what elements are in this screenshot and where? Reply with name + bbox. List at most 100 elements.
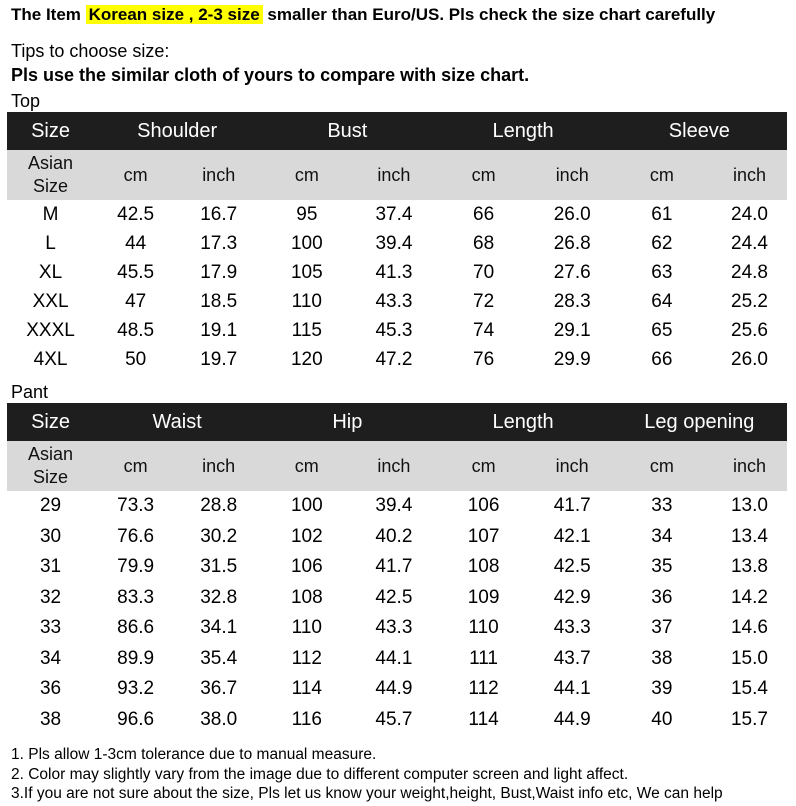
measurement-cell: 45.3	[375, 319, 413, 341]
measurement-cell: 66	[473, 203, 495, 225]
measurement-cell: 35	[651, 556, 673, 578]
measurement-cell: 13.0	[730, 495, 768, 517]
table-row: 29 73.3 28.8 100 39.4 106 41.7 33 13.0	[7, 491, 787, 522]
top-table-body: M 42.5 16.7 95 37.4 66 26.0 61 24.0 L 44 17.3 100 39.…	[7, 200, 787, 374]
measurement-cell: 26.0	[553, 203, 591, 225]
measurement-cell: 38.0	[200, 708, 238, 730]
sleeve-column-header: Sleeve	[611, 112, 787, 150]
table-row: 31 79.9 31.5 106 41.7 108 42.5 35 13.8	[7, 552, 787, 583]
measurement-cell: 42.1	[553, 525, 591, 547]
measurement-cell: 70	[473, 261, 495, 283]
measurement-cell: 36.7	[200, 678, 238, 700]
measurement-cell: 41.7	[553, 495, 591, 517]
measurement-cell: 42.5	[553, 556, 591, 578]
measurement-cell: 25.6	[731, 319, 768, 341]
measurement-cell: 120	[290, 348, 323, 370]
table-row: 4XL 50 19.7 120 47.2 76 29.9 66 26.0	[7, 345, 787, 374]
unit-label: cm	[611, 441, 712, 491]
table-row: 30 76.6 30.2 102 40.2 107 42.1 34 13.4	[7, 522, 787, 553]
bust-column-header: Bust	[260, 112, 435, 150]
pant-table-body: 29 73.3 28.8 100 39.4 106 41.7 33 13.0 30 76.6 30.2…	[7, 491, 787, 735]
measurement-cell: 19.7	[200, 348, 238, 370]
table-row: XXL 47 18.5 110 43.3 72 28.3 64 25.2	[7, 287, 787, 316]
measurement-cell: 44.1	[375, 647, 413, 669]
measurement-cell: 47.2	[375, 348, 413, 370]
measurement-cell: 72	[473, 290, 495, 312]
size-column-header: Size	[7, 403, 95, 441]
measurement-cell: 112	[468, 678, 499, 700]
footnote: 3.If you are not sure about the size, Pl…	[11, 785, 723, 802]
measurement-cell: 105	[290, 261, 323, 283]
measurement-cell: 35.4	[200, 647, 238, 669]
measurement-cell: 96.6	[117, 708, 155, 730]
measurement-cell: 110	[291, 290, 322, 312]
measurement-cell: 34.1	[200, 617, 238, 639]
measurement-cell: 106	[290, 556, 323, 578]
measurement-cell: 15.0	[730, 647, 768, 669]
measurement-cell: 42.9	[553, 586, 591, 608]
measurement-cell: 93.2	[117, 678, 155, 700]
measurement-cell: 42.5	[117, 203, 155, 225]
measurement-cell: 50	[125, 348, 147, 370]
table-row: 38 96.6 38.0 116 45.7 114 44.9 40 15.7	[7, 705, 787, 736]
measurement-cell: 39	[651, 678, 673, 700]
measurement-cell: 65	[651, 319, 673, 341]
tips-title: Tips to choose size:	[11, 41, 170, 61]
measurement-cell: 43.7	[553, 647, 591, 669]
measurement-cell: 41.7	[375, 556, 413, 578]
notice-highlight: Korean size , 2-3 size	[85, 5, 263, 24]
unit-label: inch	[532, 441, 612, 491]
measurement-cell: 106	[467, 495, 500, 517]
size-cell: 32	[39, 586, 62, 608]
measurement-cell: 42.5	[375, 586, 413, 608]
measurement-cell: 110	[291, 617, 322, 639]
measurement-cell: 37	[651, 617, 673, 639]
size-cell: 31	[39, 556, 62, 578]
table-row: L 44 17.3 100 39.4 68 26.8 62 24.4	[7, 229, 787, 258]
top-size-table: Size Shoulder Bust Length Sleeve Asian Si…	[7, 112, 787, 374]
unit-label: cm	[611, 150, 712, 200]
unit-label: cm	[260, 441, 354, 491]
unit-label: inch	[177, 150, 261, 200]
size-notice: The Item Korean size , 2-3 size smaller …	[11, 4, 715, 26]
unit-label: inch	[177, 441, 261, 491]
measurement-cell: 108	[467, 556, 500, 578]
measurement-cell: 26.8	[553, 232, 591, 254]
footnotes: 1. Pls allow 1-3cm tolerance due to manu…	[11, 745, 723, 804]
hip-column-header: Hip	[260, 403, 435, 441]
measurement-cell: 13.4	[730, 525, 768, 547]
measurement-cell: 40	[651, 708, 673, 730]
waist-column-header: Waist	[94, 403, 261, 441]
notice-prefix: The Item	[11, 5, 86, 24]
measurement-cell: 27.6	[553, 261, 591, 283]
leg-opening-column-header: Leg opening	[611, 403, 787, 441]
size-cell: L	[45, 232, 56, 254]
unit-label: inch	[532, 150, 612, 200]
measurement-cell: 17.3	[200, 232, 238, 254]
measurement-cell: 38	[651, 647, 673, 669]
unit-label: cm	[434, 150, 533, 200]
measurement-cell: 107	[467, 525, 500, 547]
measurement-cell: 62	[651, 232, 673, 254]
measurement-cell: 66	[651, 348, 673, 370]
asian-size-line-1: Asian	[28, 153, 74, 173]
measurement-cell: 33	[651, 495, 673, 517]
pant-section-label: Pant	[11, 382, 49, 402]
measurement-cell: 76.6	[117, 525, 155, 547]
footnote: 2. Color may slightly vary from the imag…	[11, 765, 629, 783]
measurement-cell: 64	[651, 290, 673, 312]
unit-label: cm	[94, 441, 178, 491]
unit-label: cm	[434, 441, 533, 491]
measurement-cell: 68	[473, 232, 495, 254]
measurement-cell: 95	[296, 203, 318, 225]
table-row: 32 83.3 32.8 108 42.5 109 42.9 36 14.2	[7, 583, 787, 614]
measurement-cell: 17.9	[200, 261, 238, 283]
size-cell: XXL	[32, 290, 69, 312]
size-cell: XL	[38, 261, 63, 283]
measurement-cell: 16.7	[200, 203, 238, 225]
length-column-header: Length	[434, 403, 612, 441]
measurement-cell: 100	[290, 495, 323, 517]
size-cell: 33	[39, 617, 62, 639]
measurement-cell: 115	[291, 319, 322, 341]
shoulder-column-header: Shoulder	[94, 112, 261, 150]
